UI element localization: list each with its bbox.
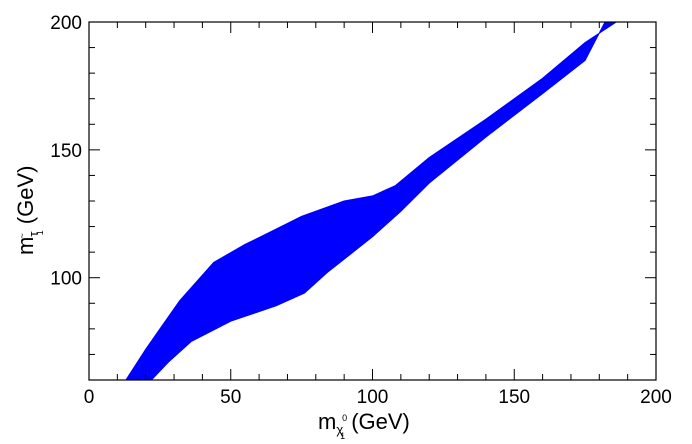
y-tick-label: 150 bbox=[50, 141, 82, 162]
x-tick-label: 150 bbox=[498, 387, 530, 408]
x-tick-label: 200 bbox=[640, 387, 672, 408]
x-tick-label: 100 bbox=[357, 387, 389, 408]
y-tick-label: 200 bbox=[50, 13, 82, 34]
y-axis-label: mτ~1(GeV) bbox=[13, 166, 45, 255]
band-layer bbox=[124, 21, 618, 381]
x-axis-label: mχ0 1(GeV) bbox=[318, 409, 410, 441]
allowed-region-band bbox=[124, 21, 618, 381]
tick-layer bbox=[88, 21, 657, 381]
x-tick-label: 50 bbox=[220, 387, 241, 408]
tick-label-layer: 0 50 100 150 200 100 150 200 bbox=[50, 13, 672, 408]
x-tick-label: 0 bbox=[84, 387, 95, 408]
y-tick-label: 100 bbox=[50, 269, 82, 290]
